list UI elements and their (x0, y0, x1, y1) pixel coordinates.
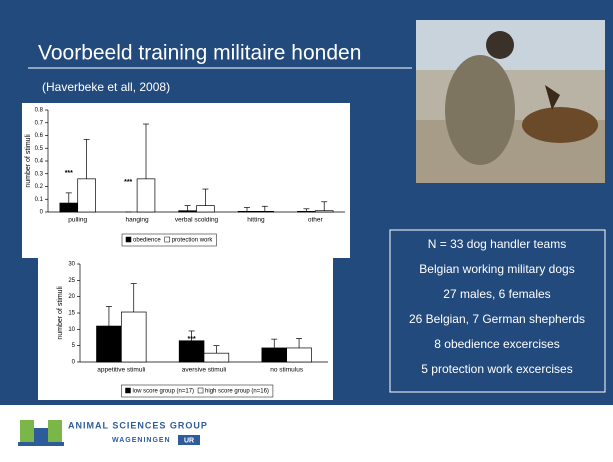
y-tick-label: 0.1 (35, 197, 44, 203)
info-line: 26 Belgian, 7 German shepherds (409, 312, 585, 326)
legend-swatch (126, 237, 131, 242)
x-tick-label: no stimulus (270, 367, 304, 374)
y-tick-label: 25 (68, 278, 75, 284)
info-line: 8 obedience excercises (434, 337, 559, 351)
y-tick-label: 0.5 (35, 146, 44, 152)
info-line: N = 33 dog handler teams (428, 237, 566, 251)
legend-label: obedience (133, 238, 161, 244)
y-axis-label: number of stimuli (25, 134, 32, 188)
photo (416, 20, 605, 183)
x-tick-label: appetitive stimuli (97, 367, 145, 374)
significance-label: *** (65, 170, 73, 177)
bar (179, 211, 197, 212)
y-tick-label: 10 (68, 327, 75, 333)
y-tick-label: 0.6 (35, 133, 44, 139)
x-tick-label: other (308, 217, 324, 224)
y-tick-label: 0.4 (35, 159, 44, 165)
info-line: 5 protection work excercises (421, 362, 572, 376)
y-axis-label: number of stimuli (57, 286, 64, 340)
bar (78, 179, 96, 212)
bar (238, 211, 256, 212)
y-tick-label: 0.2 (35, 184, 44, 190)
y-tick-label: 15 (68, 311, 75, 317)
bar (256, 211, 274, 212)
x-tick-label: hitting (247, 217, 265, 224)
slide-subtitle: (Haverbeke et all, 2008) (42, 80, 170, 94)
legend-label: protection work (172, 238, 214, 244)
bar (297, 211, 315, 212)
significance-label: *** (124, 179, 132, 186)
y-tick-label: 0.3 (35, 171, 44, 177)
legend-swatch (126, 388, 131, 393)
footer-background (0, 405, 613, 462)
x-tick-label: verbal scolding (175, 217, 219, 224)
bar (121, 312, 146, 362)
legend-swatch (165, 237, 170, 242)
x-tick-label: aversive stimuli (182, 367, 226, 374)
bar (197, 206, 215, 212)
bar (60, 203, 78, 212)
y-tick-label: 0.8 (35, 108, 44, 114)
bar (204, 353, 229, 362)
bar (97, 326, 122, 362)
significance-label: *** (188, 336, 196, 343)
y-tick-label: 30 (68, 262, 75, 268)
bar (287, 348, 312, 362)
logo-text: ANIMAL SCIENCES GROUP (68, 420, 208, 430)
x-tick-label: hanging (126, 217, 150, 224)
y-tick-label: 0.7 (35, 120, 44, 126)
legend-label: low score group (n=17) (133, 389, 195, 395)
legend-label: high score group (n=16) (205, 389, 269, 395)
bar (262, 348, 287, 362)
bar (315, 211, 333, 212)
info-line: 27 males, 6 females (443, 287, 550, 301)
slide: Voorbeeld training militaire honden (Hav… (0, 0, 613, 462)
logo-badge: UR (184, 437, 194, 444)
y-tick-label: 20 (68, 294, 75, 300)
chart-background (38, 258, 333, 400)
logo-text: WAGENINGEN (112, 437, 171, 444)
slide-title: Voorbeeld training militaire honden (38, 42, 361, 65)
bar (137, 179, 155, 212)
bar (179, 341, 204, 362)
x-tick-label: pulling (68, 217, 87, 224)
legend-swatch (198, 388, 203, 393)
info-line: Belgian working military dogs (419, 262, 574, 276)
